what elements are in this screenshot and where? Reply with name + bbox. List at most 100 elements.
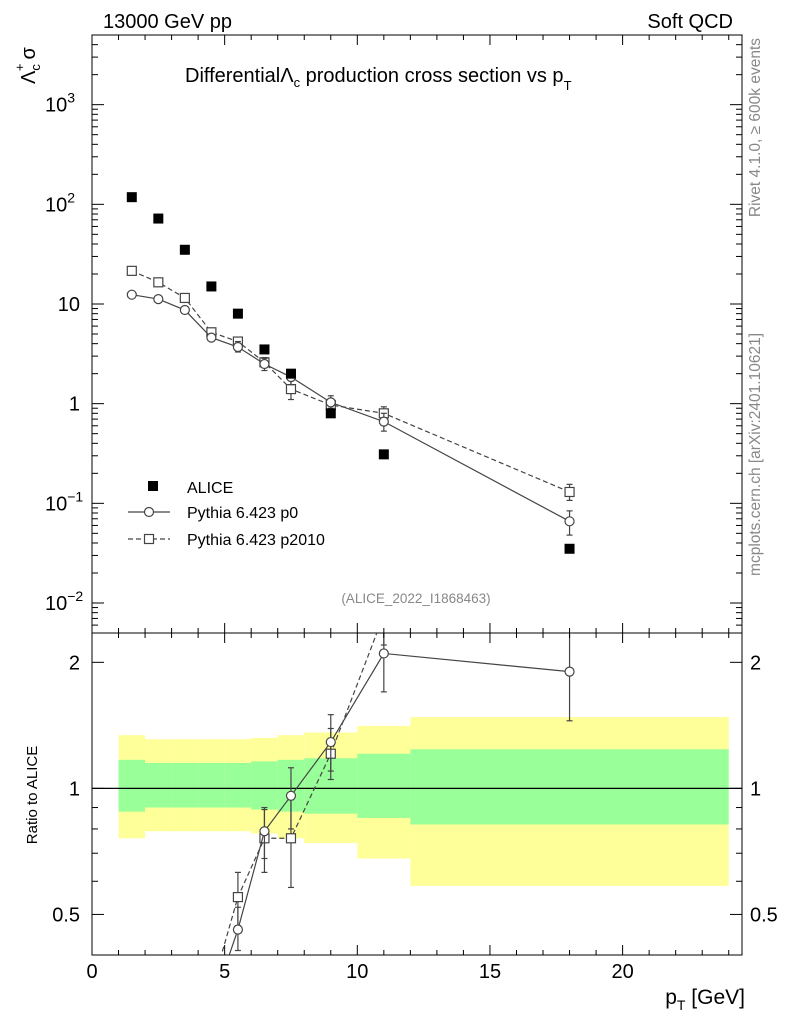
main-alice-point-5 <box>259 344 270 355</box>
main-alice-point-8 <box>378 449 389 460</box>
ratio-ytick-label-left-0: 0.5 <box>52 904 80 926</box>
ytick-base: 1 <box>69 394 80 416</box>
xtick-label-15: 15 <box>479 961 501 983</box>
main-p0-point-3 <box>206 332 217 343</box>
band-green-9 <box>410 749 729 825</box>
ytick-exponent: −2 <box>67 588 83 604</box>
header-left-label: 13000 GeV pp <box>103 11 232 33</box>
main-ytick-label-2: 1 <box>69 394 80 416</box>
ratio-ytick-label-left-2: 2 <box>69 652 80 674</box>
main-p2010-point-1 <box>153 277 164 288</box>
xtick-label-5: 5 <box>219 961 230 983</box>
legend-marker-p2010 <box>143 533 155 545</box>
ylabel-sup: + <box>12 64 27 72</box>
ratio-ytick-label-right-1: 1 <box>750 778 761 800</box>
xtick-label-20: 20 <box>611 961 633 983</box>
ratio-p2010-point-3 <box>285 833 297 844</box>
main-p0-line <box>131 294 570 522</box>
ytick-base: 10 <box>58 294 80 316</box>
main-alice-point-9 <box>564 543 575 554</box>
band-green-3 <box>198 762 225 808</box>
main-ylabel: Λc+ σ <box>12 47 43 84</box>
band-green-4 <box>224 762 252 808</box>
band-green-1 <box>145 762 172 808</box>
title-main: production cross section vs p <box>300 65 563 87</box>
ratio-p0-point-2 <box>259 826 270 837</box>
ratio-ytick-label-left-1: 1 <box>69 778 80 800</box>
side-mcplots-label: mcplots.cern.ch [arXiv:2401.10621] <box>747 333 764 576</box>
legend-label-p0: Pythia 6.423 p0 <box>187 505 298 522</box>
ratio-p0-point-3 <box>285 790 297 801</box>
xlabel-main: p <box>665 986 677 1009</box>
main-p2010-point-9 <box>564 486 575 498</box>
legend: ALICE Pythia 6.423 p0 Pythia 6.423 p2010 <box>128 480 325 549</box>
main-p0-point-4 <box>232 341 244 353</box>
main-alice-point-4 <box>232 308 243 319</box>
ratio-p2010-line <box>220 633 378 955</box>
ratio-p0-point-4 <box>325 736 336 748</box>
ytick-base: 10 <box>45 593 67 615</box>
ratio-plot-frame <box>91 632 743 956</box>
main-alice-point-2 <box>179 244 190 255</box>
title-sub: T <box>564 78 572 93</box>
main-p2010-line <box>131 270 570 493</box>
main-ytick-label-1: 10−1 <box>45 488 83 515</box>
main-alice-point-7 <box>325 408 336 419</box>
ytick-base: 10 <box>45 194 67 216</box>
ratio-ytick-label-right-0: 0.5 <box>750 904 778 926</box>
ratio-ylabel: Ratio to ALICE <box>24 746 41 844</box>
band-green-5 <box>251 761 278 810</box>
ylabel-sub: c <box>28 64 43 71</box>
main-p0-point-9 <box>564 516 575 527</box>
main-ytick-label-0: 10−2 <box>45 588 83 615</box>
ratio-p0-point-0 <box>207 1003 216 1012</box>
title-symbol: Λ <box>280 65 294 87</box>
ratio-ytick-label-right-2: 2 <box>750 652 761 674</box>
ratio-p2010-point-1 <box>232 891 244 903</box>
ratio-p2010-point-0 <box>207 985 216 994</box>
title-prefix: Differential <box>185 65 280 87</box>
ratio-p2010-point-5 <box>379 610 388 619</box>
main-p0-point-7 <box>325 397 336 408</box>
xtick-label-0: 0 <box>86 961 97 983</box>
main-p2010-point-0 <box>126 265 137 276</box>
xlabel: pT [GeV] <box>665 986 745 1013</box>
main-p0-point-0 <box>126 289 137 300</box>
title-symbol-sub: c <box>294 75 301 90</box>
side-rivet-label: Rivet 4.1.0, ≥ 600k events <box>747 38 764 217</box>
ratio-p0-point-6 <box>564 666 575 677</box>
ytick-exponent: 2 <box>67 189 75 205</box>
legend-marker-p0 <box>143 506 155 518</box>
ratio-p0-point-1 <box>232 924 244 935</box>
legend-marker-alice <box>148 481 158 491</box>
ytick-base: 10 <box>45 493 67 515</box>
main-title: DifferentialΛc production cross section … <box>185 65 572 93</box>
xlabel-sub: T <box>677 997 686 1013</box>
ytick-exponent: 3 <box>67 90 75 106</box>
main-ytick-label-3: 10 <box>58 294 80 316</box>
main-alice-point-3 <box>206 281 217 292</box>
main-alice-point-6 <box>285 368 296 379</box>
band-green-0 <box>118 759 146 812</box>
main-p0-point-8 <box>378 416 389 427</box>
main-p0-point-1 <box>153 293 164 305</box>
band-green-8 <box>357 753 411 818</box>
header-right-label: Soft QCD <box>647 11 733 33</box>
main-p2010-point-6 <box>285 383 297 395</box>
ratio-clipped-group <box>92 610 742 1012</box>
main-p2010-point-2 <box>179 292 190 304</box>
ylabel-suffix: σ <box>18 47 40 60</box>
ratio-p0-point-5 <box>378 648 389 659</box>
ytick-base: 10 <box>45 95 67 117</box>
legend-label-alice: ALICE <box>187 480 233 497</box>
legend-label-p2010: Pythia 6.423 p2010 <box>187 532 325 549</box>
band-green-2 <box>171 762 199 808</box>
analysis-watermark: (ALICE_2022_I1868463) <box>341 591 490 606</box>
main-p0-point-2 <box>179 304 190 316</box>
main-ytick-label-4: 102 <box>45 189 75 216</box>
main-p0-point-5 <box>259 358 270 370</box>
main-alice-point-0 <box>126 192 137 203</box>
